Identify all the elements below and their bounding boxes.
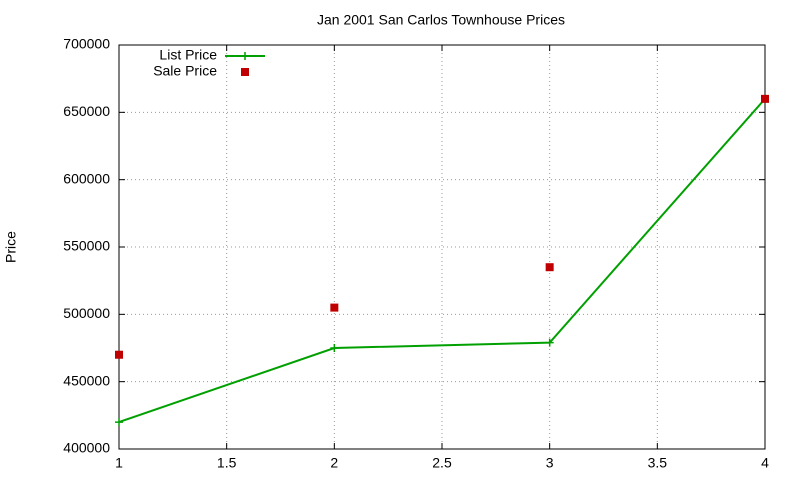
legend-marker [241, 52, 249, 60]
x-tick-label: 2.5 [432, 455, 452, 471]
y-tick-label: 650000 [63, 103, 110, 119]
x-tick-label: 3.5 [648, 455, 668, 471]
legend-marker [241, 68, 249, 76]
y-tick-label: 550000 [63, 238, 110, 254]
chart-title: Jan 2001 San Carlos Townhouse Prices [317, 12, 565, 28]
point [330, 344, 339, 352]
point [545, 338, 554, 347]
x-tick-label: 3 [546, 455, 554, 471]
point [115, 350, 123, 359]
x-tick-label: 2 [330, 455, 338, 471]
y-tick-label: 400000 [63, 440, 110, 456]
x-tick-label: 1 [115, 455, 123, 471]
x-tick-label: 1.5 [217, 455, 237, 471]
series-line [118, 98, 766, 424]
y-tick-label: 700000 [63, 36, 110, 52]
point [545, 263, 554, 272]
y-axis-label: Price [3, 231, 19, 263]
point [761, 94, 769, 103]
point [330, 303, 339, 312]
point [115, 418, 123, 427]
plot-border [118, 44, 766, 450]
x-tick-label: 4 [761, 455, 769, 471]
y-tick-label: 450000 [63, 372, 110, 388]
legend-label: Sale Price [153, 63, 217, 79]
legend-label: List Price [159, 47, 217, 63]
y-tick-label: 600000 [63, 170, 110, 186]
y-tick-label: 500000 [63, 305, 110, 321]
